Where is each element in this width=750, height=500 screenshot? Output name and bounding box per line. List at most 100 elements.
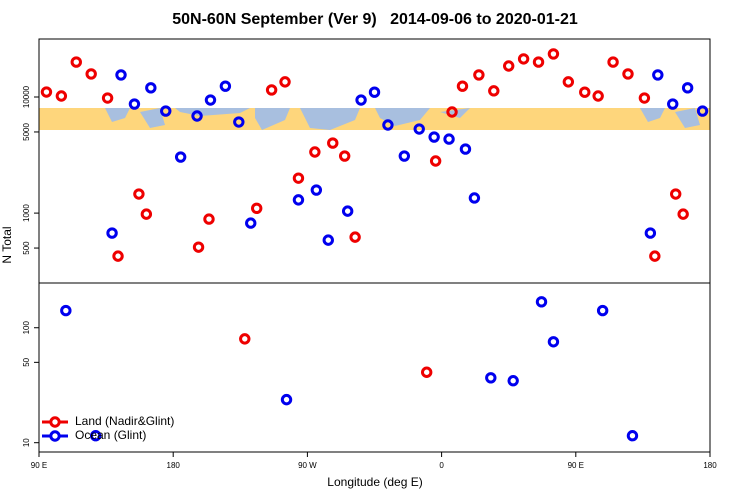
point	[280, 393, 293, 406]
chart-title: 50N-60N September (Ver 9) 2014-09-06 to …	[172, 11, 578, 28]
point	[468, 192, 481, 204]
point	[70, 56, 82, 68]
point	[349, 231, 361, 243]
x-tick-label: 90 E	[568, 461, 584, 470]
point	[547, 48, 560, 60]
point	[592, 90, 604, 102]
point	[547, 336, 560, 348]
point	[503, 60, 515, 72]
point	[488, 85, 500, 97]
x-axis-label: Longitude (deg E)	[327, 475, 422, 489]
x-tick-label: 0	[439, 461, 444, 470]
point	[245, 217, 257, 229]
point	[507, 375, 519, 387]
point	[55, 90, 68, 102]
point	[382, 119, 394, 131]
map-strip	[39, 108, 710, 130]
y-tick-label: 10000	[22, 85, 31, 108]
point	[677, 208, 689, 220]
point	[667, 98, 679, 110]
y-tick-label: 500	[22, 241, 31, 255]
y-tick-label: 10	[22, 438, 31, 447]
point	[532, 56, 545, 68]
point	[622, 68, 634, 80]
point	[204, 94, 217, 106]
y-tick-label: 100	[22, 321, 31, 335]
point	[174, 151, 187, 163]
point	[233, 116, 245, 128]
point	[309, 146, 321, 158]
point	[644, 227, 657, 239]
point	[292, 194, 305, 206]
point	[368, 86, 381, 98]
point	[596, 304, 609, 317]
y-tick-label: 50	[22, 357, 31, 366]
point	[398, 150, 411, 162]
point	[160, 105, 172, 117]
legend-marker	[49, 416, 61, 428]
y-tick-label: 5000	[22, 123, 31, 141]
point	[428, 131, 440, 143]
point	[638, 92, 651, 104]
point	[607, 56, 619, 68]
point	[239, 333, 251, 345]
point	[341, 205, 354, 217]
point	[562, 76, 575, 88]
point	[133, 188, 145, 200]
point	[292, 172, 305, 184]
point	[60, 304, 72, 317]
point	[649, 250, 661, 262]
point	[429, 155, 442, 167]
map-land	[39, 108, 710, 130]
point	[681, 82, 694, 94]
legend-label: Ocean (Glint)	[75, 428, 146, 442]
point	[140, 208, 153, 220]
point	[652, 69, 664, 81]
point	[145, 82, 157, 94]
point	[112, 250, 124, 262]
y-axis-label: N Total	[0, 226, 14, 263]
point	[420, 366, 433, 378]
legend-label: Land (Nadir&Glint)	[75, 414, 174, 428]
point	[443, 133, 455, 145]
point	[310, 184, 323, 196]
point	[40, 86, 53, 98]
point	[85, 68, 97, 80]
point	[670, 188, 682, 200]
x-tick-label: 180	[167, 461, 181, 470]
point	[265, 84, 278, 96]
point	[115, 69, 127, 81]
point	[322, 234, 334, 246]
point	[535, 296, 548, 308]
point	[517, 53, 530, 65]
point	[413, 123, 425, 135]
point	[473, 69, 485, 81]
x-tick-label: 90 E	[31, 461, 47, 470]
point	[128, 98, 141, 110]
y-tick-label: 1000	[22, 204, 31, 222]
point	[327, 137, 339, 149]
point	[446, 106, 458, 118]
point	[251, 202, 263, 214]
point	[696, 105, 709, 117]
point	[459, 143, 472, 155]
legend-marker	[49, 430, 61, 442]
point	[191, 110, 203, 122]
point	[106, 227, 118, 239]
point	[203, 213, 215, 225]
point	[89, 430, 102, 442]
point	[192, 241, 205, 253]
point	[279, 76, 291, 88]
point	[338, 150, 351, 162]
point	[626, 430, 639, 442]
point	[219, 80, 232, 92]
point	[579, 86, 591, 98]
point	[485, 372, 497, 384]
map-ocean	[105, 108, 700, 130]
point	[456, 80, 469, 92]
panel-frame	[38, 282, 711, 453]
point	[355, 94, 367, 106]
point	[101, 92, 114, 104]
